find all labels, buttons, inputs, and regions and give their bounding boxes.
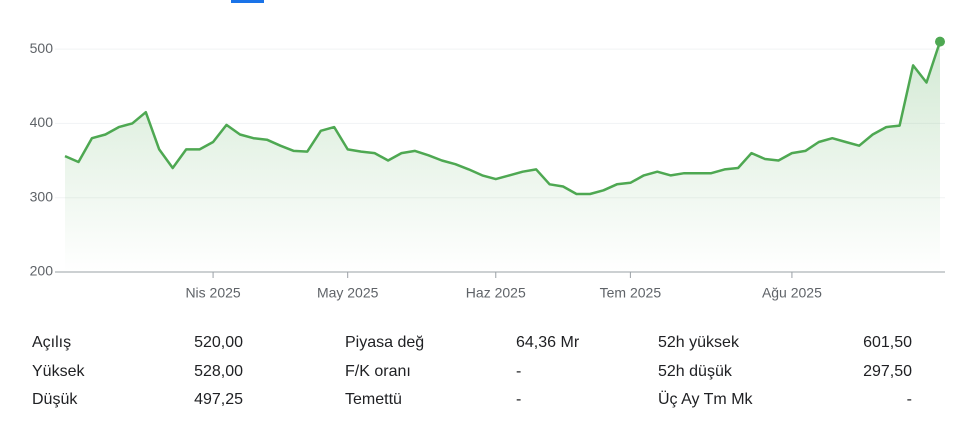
stat-value: 297,50 (863, 362, 912, 380)
stat-value: 497,25 (194, 391, 243, 408)
y-tick-label: 200 (30, 263, 54, 279)
x-tick-label: Tem 2025 (600, 285, 662, 301)
area (65, 41, 940, 272)
stat-value: - (516, 362, 522, 380)
stat-label: 52h düşük (658, 362, 732, 380)
stat-label: Piyasa değ (345, 334, 425, 351)
y-tick-label: 400 (30, 114, 54, 130)
y-tick-label: 300 (30, 188, 54, 204)
stat-value: - (906, 391, 912, 408)
stat-value: 601,50 (863, 334, 912, 351)
x-tick-label: Haz 2025 (466, 285, 526, 301)
stat-value: 528,00 (194, 362, 243, 380)
stat-label: Açılış (32, 334, 72, 351)
tab-indicator (231, 0, 264, 3)
stat-label: Üç Ay Tm Mk (658, 391, 753, 408)
x-tick-label: Nis 2025 (185, 285, 240, 301)
stat-label: Temettü (345, 391, 402, 408)
chart: 200 300 400 500 Nis 2025 May 2025 Haz 2025 Tem … (30, 0, 945, 301)
stat-value: - (516, 391, 522, 408)
stat-value: 64,36 Mr (516, 334, 580, 351)
stat-label: Yüksek (32, 362, 85, 380)
price-line (64, 41, 942, 196)
stat-label: F/K oranı (345, 362, 411, 380)
last-point (935, 36, 945, 47)
stat-label: 52h yüksek (658, 334, 739, 351)
y-tick-label: 500 (30, 40, 54, 56)
stat-label: Düşük (32, 391, 78, 408)
x-tick-label: May 2025 (317, 285, 379, 301)
x-tick-label: Ağu 2025 (762, 285, 822, 301)
stat-value: 520,00 (194, 334, 243, 351)
